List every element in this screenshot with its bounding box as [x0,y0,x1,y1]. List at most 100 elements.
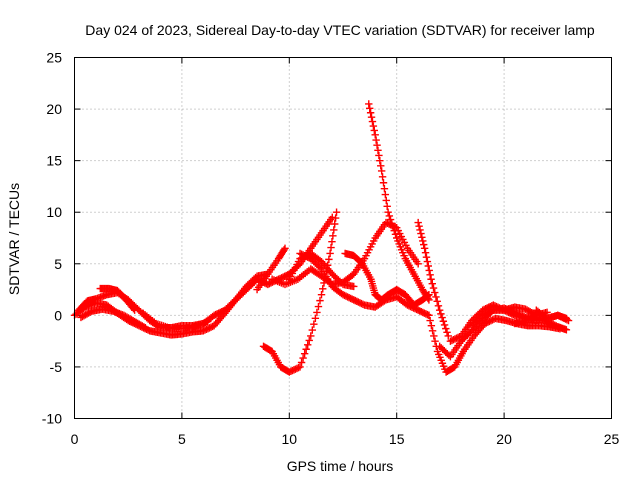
sat-track-13 [365,100,433,304]
data-point [327,243,335,252]
data-point [311,314,320,323]
data-point [426,271,434,279]
data-point [317,291,326,299]
x-tick-label: 20 [496,431,512,447]
x-axis-label: GPS time / hours [287,458,394,474]
data-point [417,229,425,238]
data-point [302,345,310,353]
data-point [438,359,447,367]
data-point [425,266,433,275]
data-point [386,215,395,224]
data-point [376,156,384,165]
data-point [424,262,433,270]
data-point [543,308,551,316]
data-point [319,285,327,293]
data-point [444,332,452,340]
data-point [433,297,441,306]
data-point [435,306,444,314]
data-point [350,282,358,291]
data-point [331,220,339,228]
sat-track-2 [75,270,272,332]
sat-track-20 [532,306,571,323]
data-point [328,237,336,246]
data-point [365,100,373,108]
data-point [203,317,212,326]
y-tick-label: 0 [54,307,62,323]
data-point [329,232,337,240]
data-points [70,100,573,376]
data-point [314,302,323,311]
data-point [421,249,430,257]
data-point [416,226,424,234]
data-point [299,354,307,362]
data-point [374,146,382,155]
data-point [419,237,427,245]
data-point [423,257,432,266]
data-point [428,327,437,335]
data-point [300,349,309,358]
data-point [326,249,334,258]
data-point [433,347,442,356]
data-point [434,302,443,310]
data-point [442,324,450,333]
data-point [432,293,440,301]
x-tick-label: 25 [604,431,620,447]
data-point [443,328,451,337]
data-point [375,151,383,160]
data-point [396,243,405,251]
data-point [332,208,341,216]
y-tick-label: 15 [46,153,62,169]
data-point [381,190,390,199]
data-point [393,234,401,242]
data-point [400,251,408,260]
data-point [435,350,443,359]
y-tick-label: 20 [46,101,62,117]
data-point [427,321,436,330]
data-point [440,321,449,329]
data-point [313,308,321,317]
data-point [365,104,374,113]
data-point [426,316,434,325]
data-point [389,223,397,231]
data-point [427,275,435,283]
data-point [431,337,439,345]
sat-track-19 [511,313,571,334]
data-point [425,311,433,320]
data-point [436,353,444,362]
sat-track-3 [96,284,139,314]
y-tick-label: -10 [42,411,62,427]
data-point [379,179,388,187]
data-point [431,288,439,297]
data-point [304,341,312,349]
data-point [562,326,571,334]
y-axis-label: SDTVAR / TECUs [6,183,22,295]
data-point [394,237,402,245]
y-tick-label: 5 [54,256,62,272]
sat-track-7 [253,244,289,294]
data-point [380,184,389,193]
data-point [562,314,571,323]
data-point [141,324,150,332]
data-point [439,362,448,370]
data-point [305,336,313,345]
data-point [366,109,375,117]
data-point [437,356,445,364]
x-tick-label: 10 [282,431,298,447]
sat-track-18 [468,304,551,330]
data-point [422,253,431,261]
sat-track-8 [259,208,341,376]
data-point [388,219,396,227]
data-point [438,313,446,322]
data-point [330,226,338,234]
data-point [384,208,392,216]
data-point [331,214,340,222]
data-point [414,218,422,227]
data-point [420,244,429,253]
sat-track-4 [77,305,150,332]
data-point [373,141,381,149]
data-point [382,196,390,205]
sat-track-14 [414,218,452,340]
data-point [397,246,406,254]
grid-lines [74,57,612,419]
